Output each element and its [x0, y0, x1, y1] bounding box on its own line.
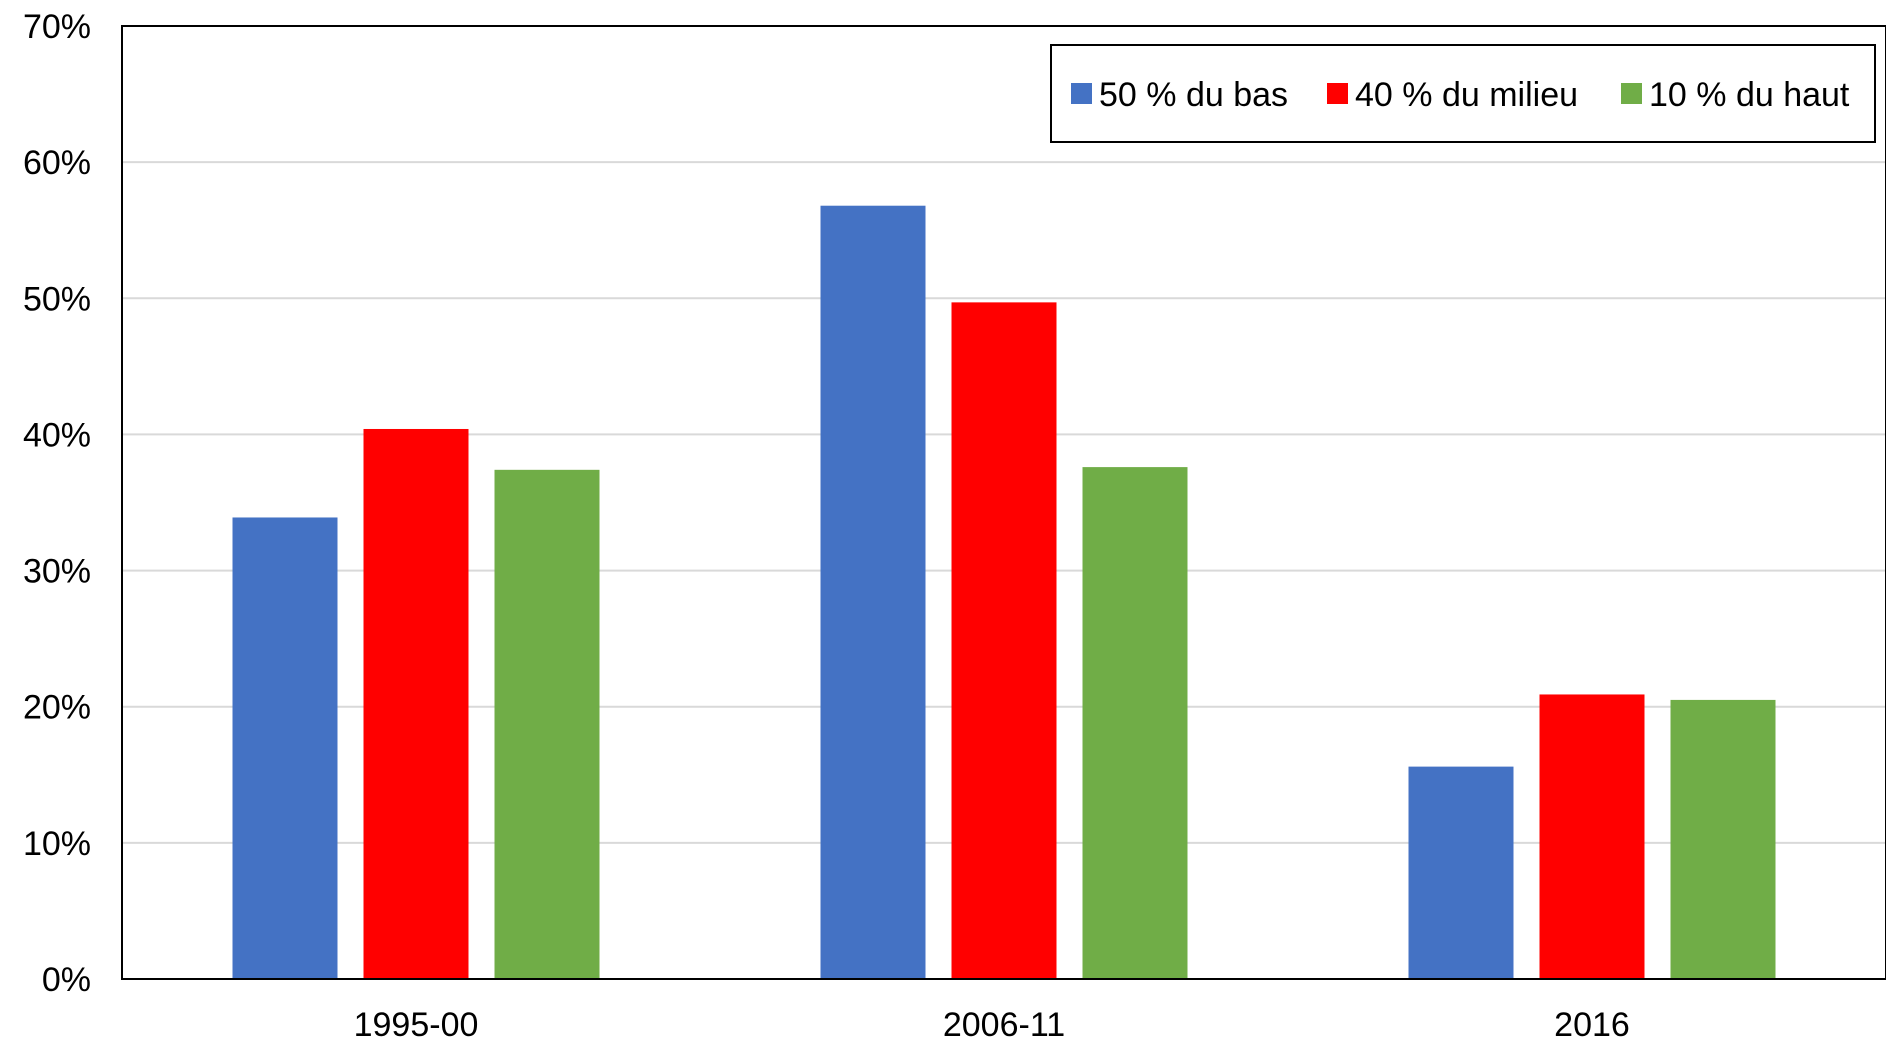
bars: [232, 205, 1776, 980]
plot-area-frame: [121, 25, 1886, 980]
x-tick-label: 2016: [1554, 1006, 1630, 1039]
x-tick-label: 2006-11: [943, 1006, 1065, 1039]
x-tick-label: 1995-00: [354, 1006, 479, 1039]
y-tick-label: 70%: [23, 8, 91, 46]
y-tick-label: 0%: [42, 961, 91, 999]
bar-series-1-1995-00: [232, 517, 338, 979]
y-tick-label: 30%: [23, 553, 91, 591]
y-tick-label: 50%: [23, 280, 91, 318]
x-axis-tick-labels: 1995-00 2006-11 2016: [354, 1006, 1630, 1039]
bar-series-3-1995-00: [494, 469, 600, 979]
bar-series-2-1995-00: [363, 428, 469, 979]
legend: 50 % du bas 40 % du milieu 10 % du haut: [1050, 44, 1876, 143]
y-tick-label: 40%: [23, 416, 91, 454]
y-tick-label: 60%: [23, 144, 91, 182]
bar-series-1-2006-11: [820, 205, 926, 980]
y-tick-label: 20%: [23, 689, 91, 727]
legend-box: [1050, 44, 1876, 143]
bar-series-1-2016: [1408, 766, 1514, 979]
legend-swatch-series-2: [1327, 83, 1348, 104]
legend-label-series-2: 40 % du milieu: [1355, 76, 1578, 114]
bar-series-2-2016: [1539, 694, 1645, 979]
legend-label-series-3: 10 % du haut: [1649, 76, 1850, 114]
legend-swatch-series-1: [1071, 83, 1092, 104]
y-axis-tick-labels: 0% 10% 20% 30% 40% 50% 60% 70%: [23, 8, 91, 999]
legend-swatch-series-3: [1621, 83, 1642, 104]
bar-series-2-2006-11: [951, 302, 1057, 979]
bar-series-3-2006-11: [1082, 467, 1188, 979]
bar-series-3-2016: [1670, 699, 1776, 979]
legend-label-series-1: 50 % du bas: [1099, 76, 1288, 114]
y-tick-label: 10%: [23, 825, 91, 863]
